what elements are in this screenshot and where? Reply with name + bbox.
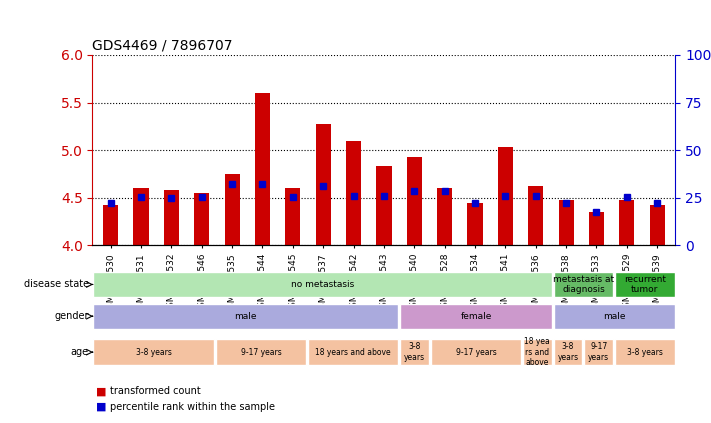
Bar	[554, 340, 582, 365]
Bar	[431, 340, 521, 365]
Text: 9-17
years: 9-17 years	[588, 343, 609, 362]
Text: 9-17 years: 9-17 years	[456, 348, 496, 357]
Text: male: male	[603, 312, 626, 321]
Bar	[93, 304, 398, 329]
Text: 9-17 years: 9-17 years	[241, 348, 282, 357]
Text: 18 yea
rs and
above: 18 yea rs and above	[525, 337, 550, 367]
Bar	[400, 340, 429, 365]
Bar	[194, 193, 209, 245]
Bar	[308, 340, 398, 365]
Text: transformed count: transformed count	[110, 386, 201, 396]
Bar	[316, 124, 331, 245]
Text: 3-8
years: 3-8 years	[557, 343, 579, 362]
Bar	[650, 206, 665, 245]
Text: 3-8 years: 3-8 years	[136, 348, 172, 357]
Text: 3-8
years: 3-8 years	[404, 343, 425, 362]
Bar	[285, 188, 301, 245]
Text: GDS4469 / 7896707: GDS4469 / 7896707	[92, 38, 233, 52]
Bar	[164, 190, 179, 245]
Text: 3-8 years: 3-8 years	[627, 348, 663, 357]
Bar	[554, 304, 675, 329]
Bar	[528, 187, 543, 245]
Bar	[554, 272, 613, 297]
Bar	[467, 203, 483, 245]
Bar	[407, 157, 422, 245]
Bar	[437, 188, 452, 245]
Bar	[615, 272, 675, 297]
Text: female: female	[460, 312, 492, 321]
Bar	[619, 200, 634, 245]
Bar	[615, 340, 675, 365]
Bar	[400, 304, 552, 329]
Text: disease state: disease state	[23, 280, 89, 289]
Text: ■: ■	[96, 386, 107, 396]
Bar	[584, 340, 613, 365]
Text: ■: ■	[96, 402, 107, 412]
Text: 18 years and above: 18 years and above	[316, 348, 391, 357]
Bar	[523, 340, 552, 365]
Bar	[134, 188, 149, 245]
Bar	[255, 93, 270, 245]
Bar	[225, 174, 240, 245]
Text: gender: gender	[54, 311, 89, 321]
Bar	[498, 147, 513, 245]
Bar	[346, 141, 361, 245]
Bar	[216, 340, 306, 365]
Text: age: age	[71, 347, 89, 357]
Bar	[93, 340, 214, 365]
Bar	[559, 200, 574, 245]
Text: percentile rank within the sample: percentile rank within the sample	[110, 402, 275, 412]
Text: male: male	[235, 312, 257, 321]
Text: metastasis at
diagnosis: metastasis at diagnosis	[553, 275, 614, 294]
Bar	[376, 166, 392, 245]
Bar	[93, 272, 552, 297]
Text: recurrent
tumor: recurrent tumor	[624, 275, 665, 294]
Text: no metastasis: no metastasis	[291, 280, 354, 289]
Bar	[589, 212, 604, 245]
Bar	[103, 206, 118, 245]
